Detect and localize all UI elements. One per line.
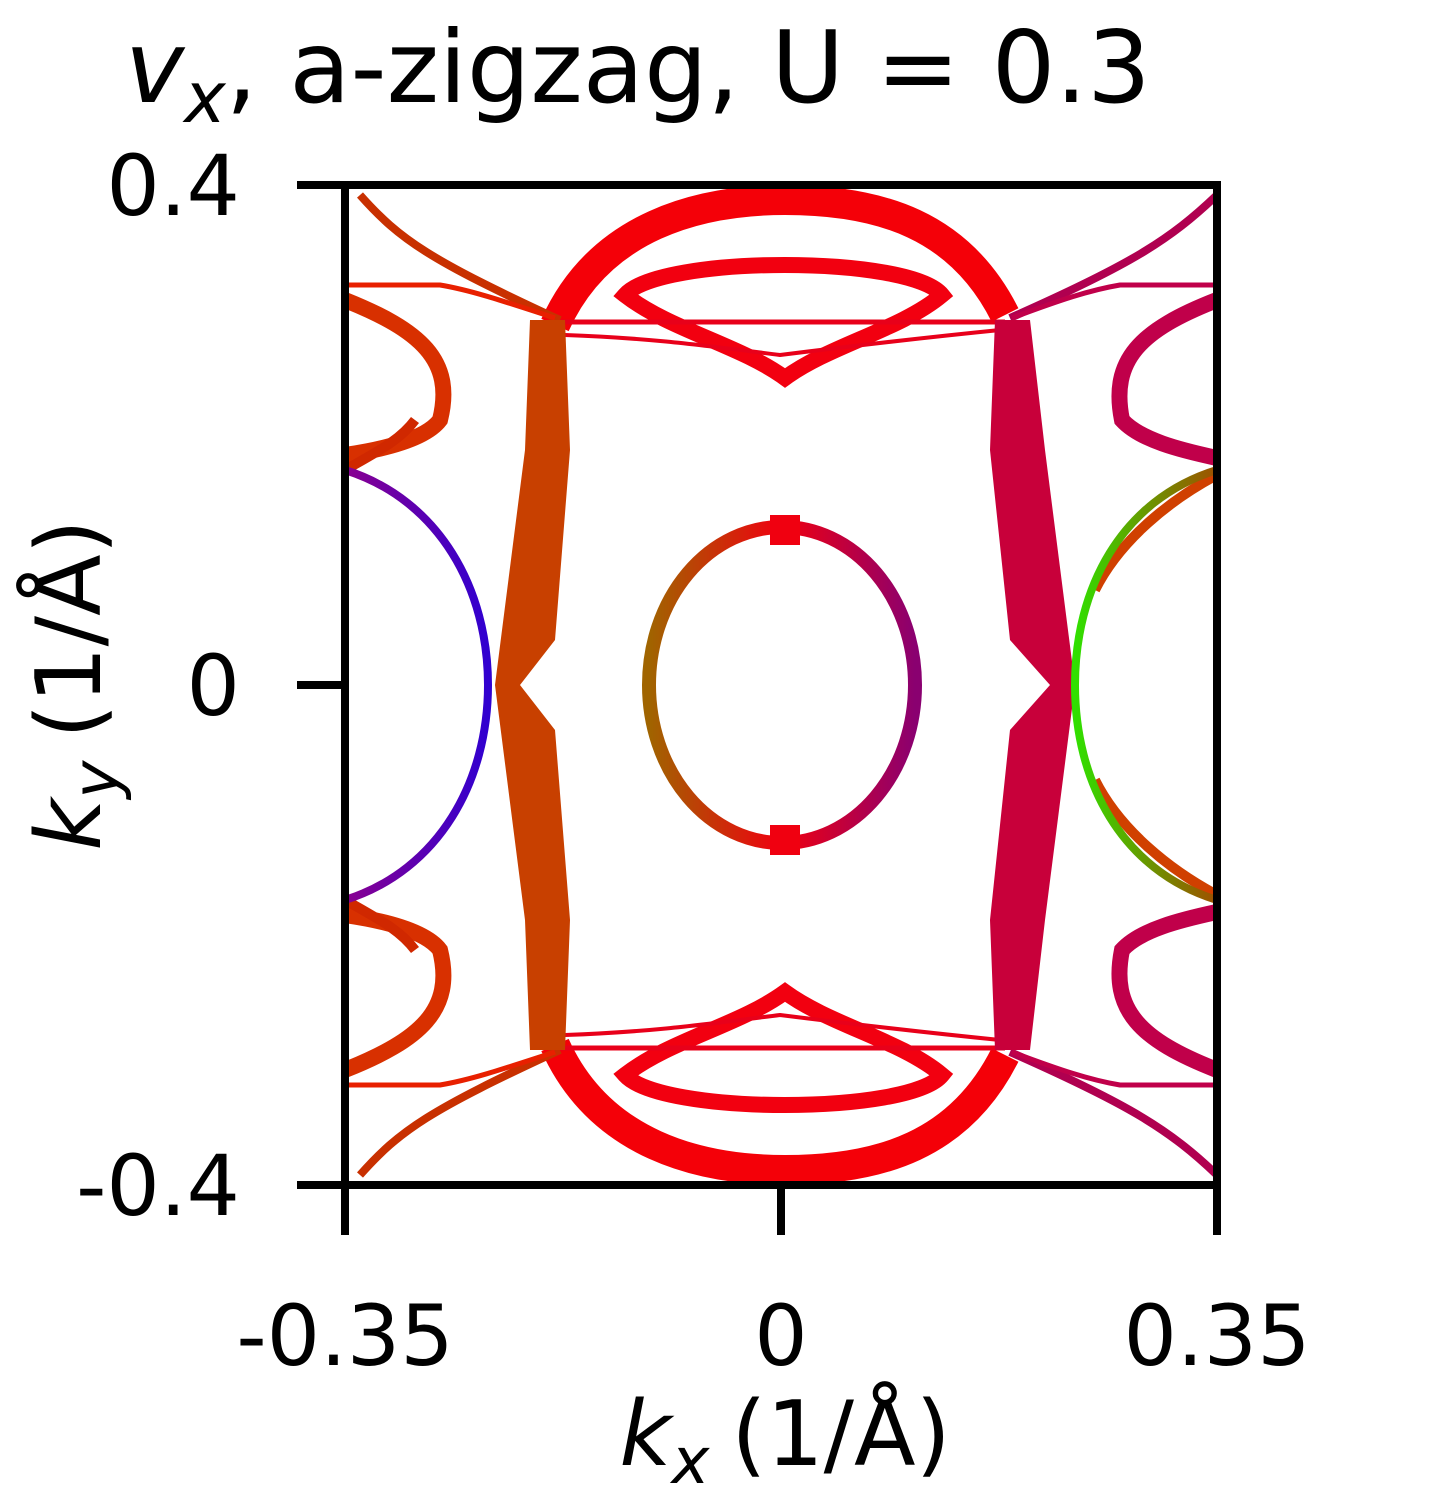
- title-symbol: v: [125, 9, 186, 126]
- title-text: , a-zigzag, U = 0.3: [226, 9, 1151, 126]
- y-label-unit: (1/Å): [15, 519, 122, 738]
- chart-title: vx, a-zigzag, U = 0.3: [125, 9, 1151, 139]
- x-label-symbol: k: [619, 1382, 675, 1487]
- y-tick-label: 0: [187, 637, 240, 735]
- y-tick-label: 0.4: [106, 137, 240, 235]
- y-label-subscript: y: [60, 760, 134, 801]
- y-label-symbol: k: [17, 795, 122, 851]
- y-axis-label: ky (1/Å): [15, 519, 134, 850]
- title-subscript: x: [182, 57, 226, 139]
- x-label-subscript: x: [669, 1425, 710, 1489]
- fermi-surface: [345, 185, 1217, 1175]
- x-axis-label: kx (1/Å): [619, 1380, 950, 1489]
- x-tick-label: 0.35: [1123, 1287, 1310, 1385]
- y-tick-label: -0.4: [76, 1137, 240, 1235]
- upper-bands: [345, 185, 1217, 593]
- x-label-unit: (1/Å): [731, 1380, 950, 1487]
- x-tick-label: 0: [754, 1287, 807, 1385]
- x-tick-label: -0.35: [236, 1287, 453, 1385]
- axes-frame: [341, 181, 1221, 1189]
